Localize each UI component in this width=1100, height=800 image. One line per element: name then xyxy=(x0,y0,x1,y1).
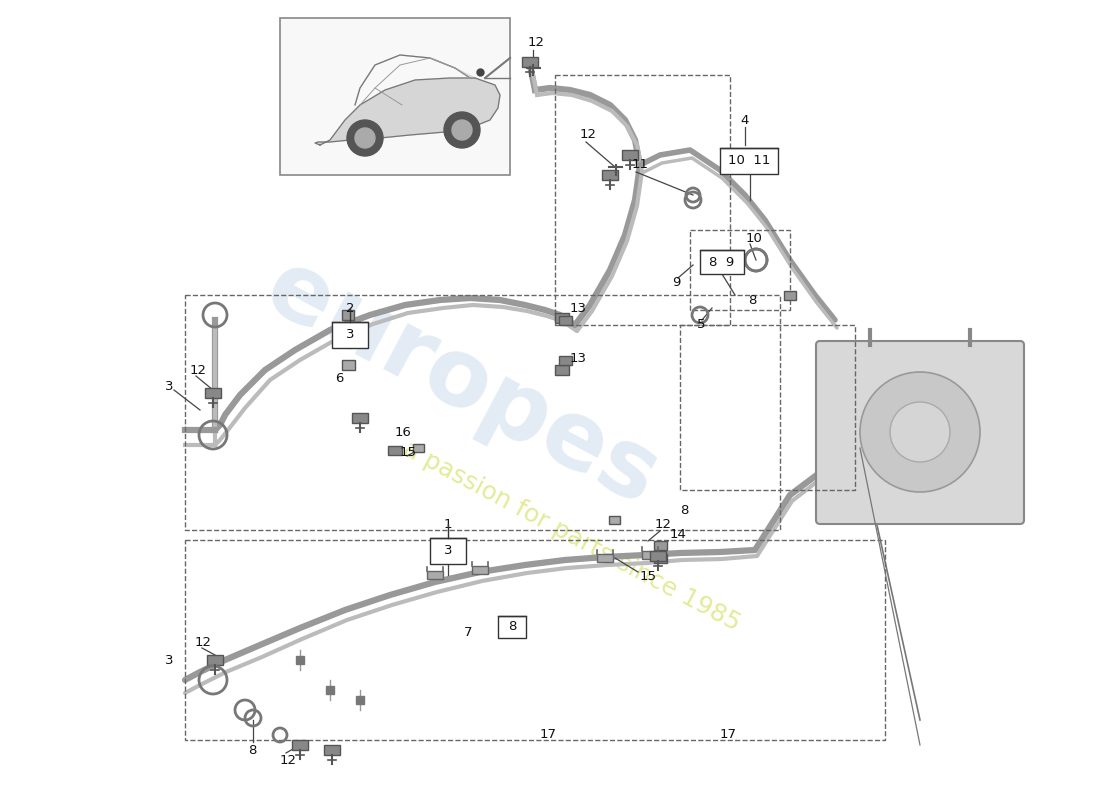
Text: 6: 6 xyxy=(336,371,343,385)
Bar xyxy=(472,566,488,574)
Text: 2: 2 xyxy=(345,302,354,314)
Text: 14: 14 xyxy=(670,529,686,542)
Bar xyxy=(185,295,780,530)
Circle shape xyxy=(444,112,480,148)
Bar xyxy=(342,360,355,370)
Bar xyxy=(207,655,223,665)
Bar xyxy=(280,18,510,175)
Circle shape xyxy=(890,402,950,462)
Bar xyxy=(720,148,778,174)
Bar xyxy=(642,551,658,559)
Bar xyxy=(412,444,424,452)
Text: 8: 8 xyxy=(680,503,689,517)
Circle shape xyxy=(346,120,383,156)
Bar xyxy=(556,365,569,375)
Bar xyxy=(609,516,620,524)
Bar xyxy=(654,541,667,550)
Bar xyxy=(690,230,790,310)
Text: 10  11: 10 11 xyxy=(728,154,770,167)
Bar xyxy=(427,571,443,579)
Bar xyxy=(430,538,466,564)
Text: 15: 15 xyxy=(640,570,657,583)
Polygon shape xyxy=(355,55,475,105)
Text: 13: 13 xyxy=(570,302,587,314)
Bar xyxy=(352,413,368,423)
Bar xyxy=(654,554,667,563)
Bar xyxy=(205,388,221,398)
Text: europes: europes xyxy=(250,242,674,526)
Text: 3: 3 xyxy=(165,381,174,394)
Bar xyxy=(498,616,526,638)
Text: 3: 3 xyxy=(165,654,174,666)
Bar xyxy=(324,745,340,755)
Bar xyxy=(602,170,618,180)
Bar xyxy=(597,554,613,562)
Text: 3: 3 xyxy=(443,545,452,558)
Text: 11: 11 xyxy=(632,158,649,171)
Text: 3: 3 xyxy=(345,329,354,342)
Text: 15: 15 xyxy=(400,446,417,458)
Bar xyxy=(522,57,538,67)
Text: 12: 12 xyxy=(195,635,212,649)
Bar xyxy=(650,551,666,561)
Bar xyxy=(559,316,572,325)
Text: 9: 9 xyxy=(672,275,681,289)
Bar xyxy=(680,325,855,490)
Bar xyxy=(332,322,368,348)
Text: 7: 7 xyxy=(464,626,473,639)
Polygon shape xyxy=(315,78,500,145)
Text: 8: 8 xyxy=(748,294,757,306)
Bar xyxy=(559,356,572,365)
Text: 16: 16 xyxy=(395,426,411,438)
Text: 17: 17 xyxy=(540,729,557,742)
Text: 17: 17 xyxy=(720,729,737,742)
Bar xyxy=(621,150,638,160)
Text: 12: 12 xyxy=(654,518,672,531)
Bar xyxy=(556,313,569,323)
Circle shape xyxy=(355,128,375,148)
Text: 12: 12 xyxy=(280,754,297,766)
Text: 13: 13 xyxy=(570,351,587,365)
Text: 4: 4 xyxy=(740,114,748,126)
Text: 8  9: 8 9 xyxy=(710,255,735,269)
Bar xyxy=(292,740,308,750)
Bar xyxy=(700,250,744,274)
Circle shape xyxy=(860,372,980,492)
Text: 8: 8 xyxy=(248,743,256,757)
Text: a passion for parts since 1985: a passion for parts since 1985 xyxy=(399,437,745,635)
FancyBboxPatch shape xyxy=(816,341,1024,524)
Text: 12: 12 xyxy=(190,363,207,377)
Text: 10: 10 xyxy=(746,231,763,245)
Bar xyxy=(784,291,796,300)
Text: 8: 8 xyxy=(508,621,516,634)
Text: 1: 1 xyxy=(443,518,452,530)
Text: 12: 12 xyxy=(528,35,544,49)
Bar xyxy=(556,75,730,325)
Text: 5: 5 xyxy=(697,318,705,331)
Bar xyxy=(388,446,401,455)
Text: 12: 12 xyxy=(580,129,597,142)
Bar xyxy=(342,310,354,320)
Bar xyxy=(185,540,886,740)
Circle shape xyxy=(452,120,472,140)
